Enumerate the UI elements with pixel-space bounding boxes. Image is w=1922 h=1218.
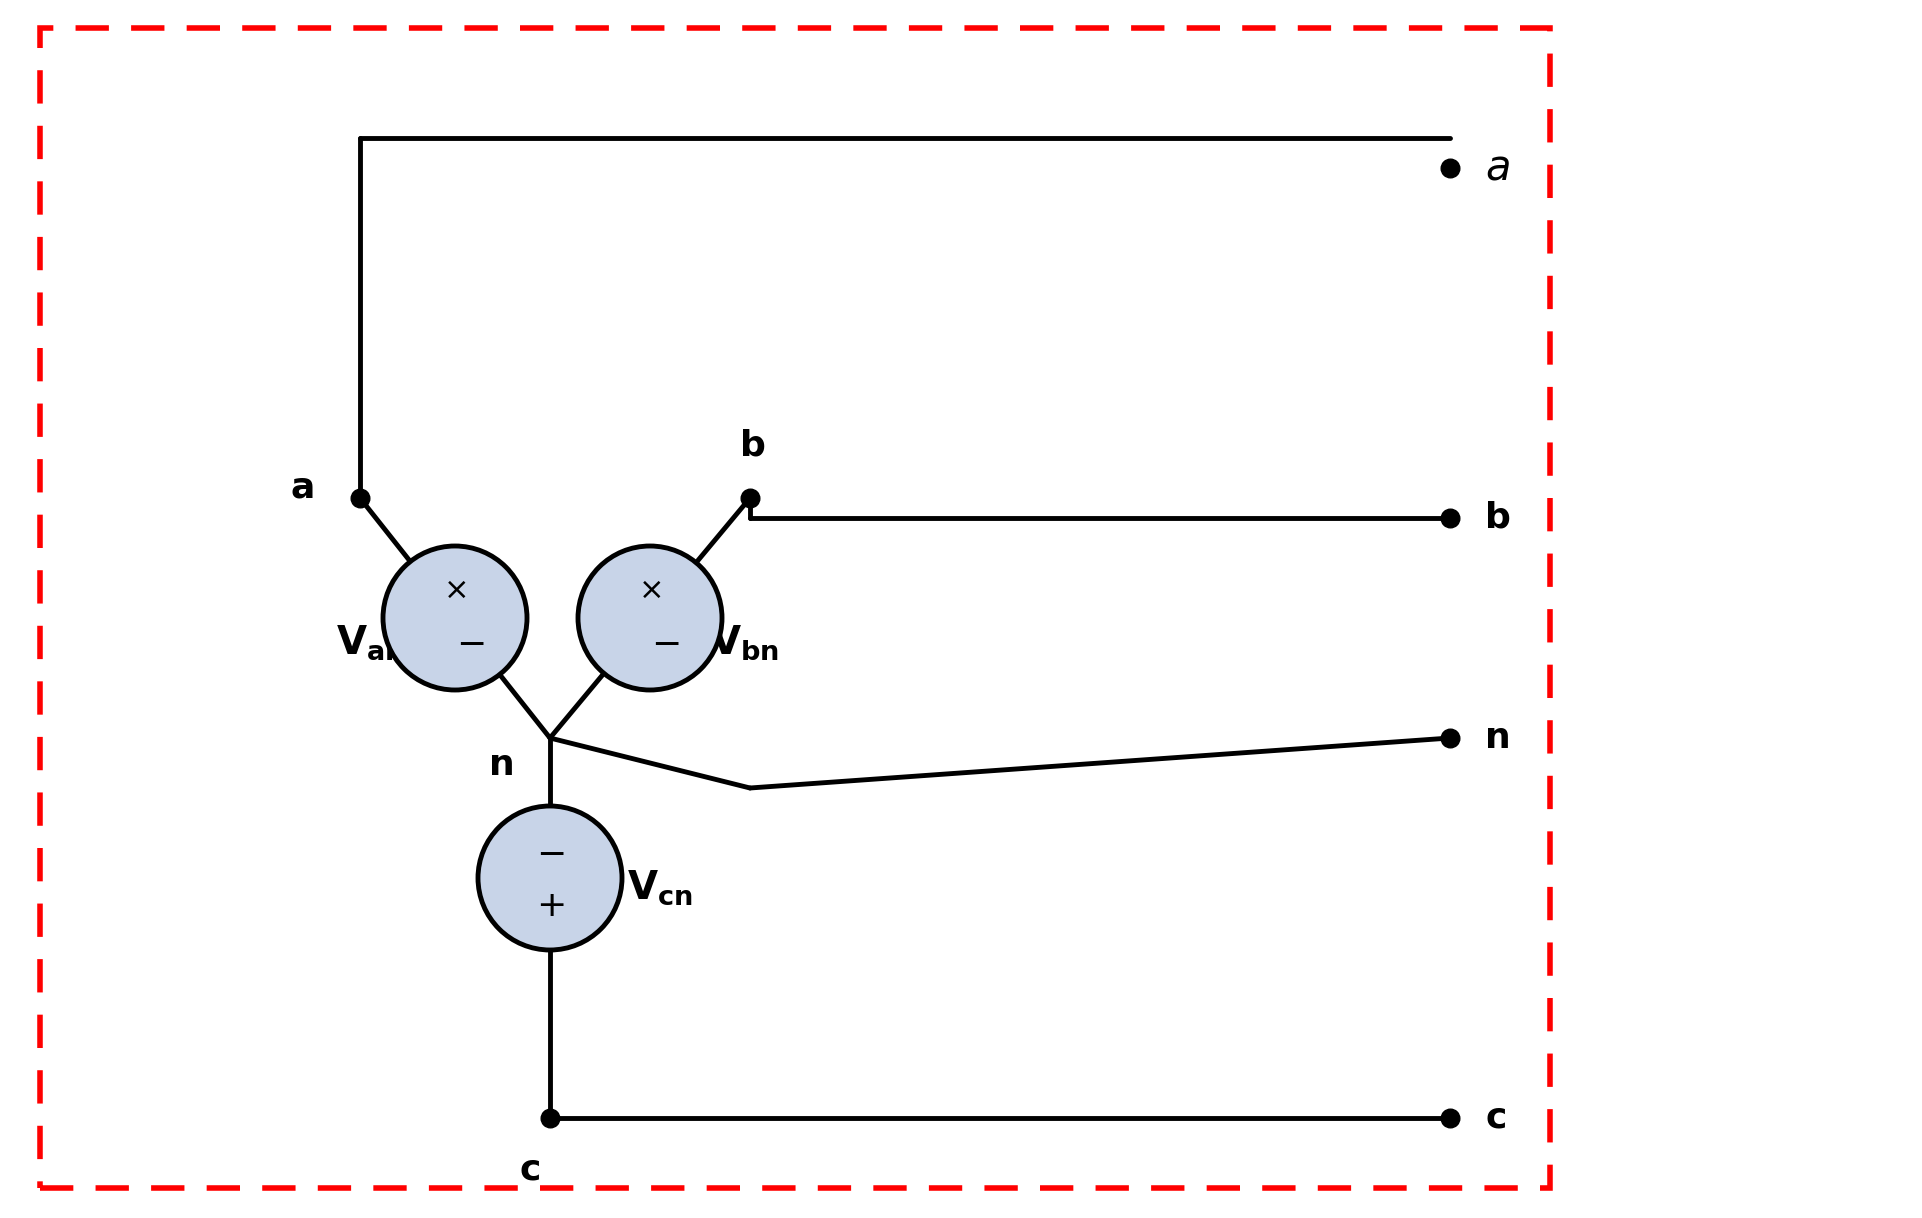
- Text: c: c: [519, 1153, 540, 1188]
- Text: $\mathbf{V_{an}}$: $\mathbf{V_{an}}$: [336, 624, 404, 663]
- Text: $+$: $+$: [536, 889, 565, 923]
- Circle shape: [382, 546, 527, 691]
- Text: $\mathbf{V_{bn}}$: $\mathbf{V_{bn}}$: [711, 624, 780, 663]
- Point: [734, 488, 765, 508]
- Text: $a$: $a$: [1486, 147, 1511, 189]
- Text: n: n: [1486, 721, 1511, 755]
- Text: c: c: [1486, 1101, 1507, 1135]
- Text: $-$: $-$: [652, 626, 678, 660]
- Point: [534, 1108, 565, 1128]
- Point: [344, 488, 375, 508]
- Point: [1434, 508, 1465, 527]
- Text: a: a: [290, 471, 315, 505]
- Text: $-$: $-$: [536, 836, 565, 870]
- Point: [1434, 1108, 1465, 1128]
- Point: [1434, 158, 1465, 178]
- Text: $\times$: $\times$: [444, 575, 467, 604]
- Text: $-$: $-$: [456, 626, 484, 660]
- Point: [1434, 728, 1465, 748]
- Text: $\mathbf{V_{cn}}$: $\mathbf{V_{cn}}$: [627, 868, 694, 907]
- Text: n: n: [490, 748, 515, 782]
- Circle shape: [479, 806, 623, 950]
- Text: b: b: [1486, 501, 1511, 535]
- Text: b: b: [740, 429, 765, 463]
- Text: $\times$: $\times$: [638, 575, 661, 604]
- Circle shape: [579, 546, 723, 691]
